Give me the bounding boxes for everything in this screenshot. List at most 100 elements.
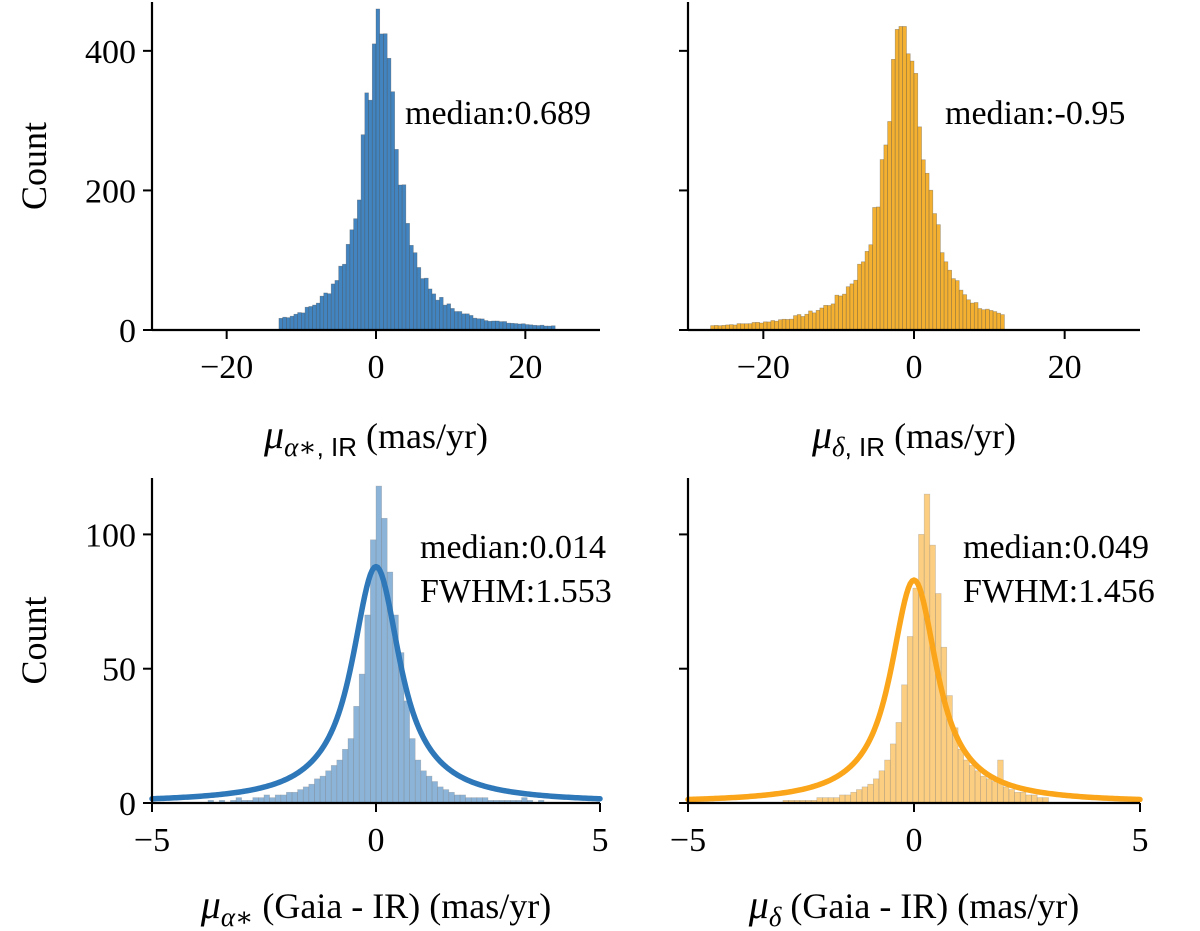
histogram-bar [383, 33, 388, 331]
histogram-bar [895, 722, 902, 804]
histogram-bar [427, 288, 433, 331]
histogram-bar [487, 320, 493, 331]
histogram-bar [850, 791, 857, 804]
histogram-bar [940, 646, 948, 804]
histogram-bar [278, 317, 283, 331]
histogram-bar [872, 207, 877, 331]
y-tick-label: 100 [85, 517, 136, 554]
histogram-bar [302, 786, 310, 804]
histogram-bar [325, 770, 332, 804]
histogram-bar [889, 743, 897, 804]
histogram-bar [461, 313, 466, 331]
histogram-bar [883, 144, 888, 331]
histogram-bar [263, 794, 270, 804]
histogram-bar [856, 789, 863, 804]
kde-curve [685, 577, 1143, 803]
annotation: median:0.689 [405, 95, 591, 132]
y-tick-label: 400 [85, 34, 136, 71]
histogram-bar [1019, 791, 1027, 804]
histogram-bar [781, 318, 787, 331]
x-tick-label: 20 [508, 349, 542, 386]
histogram-bar [319, 775, 326, 804]
histogram-bar [751, 322, 757, 331]
histogram-bar [394, 149, 399, 331]
histogram-bar [842, 293, 847, 331]
histogram-bar [454, 794, 461, 804]
histogram-bar [980, 775, 987, 804]
histogram-bar [955, 280, 960, 331]
histogram-bar [315, 302, 321, 331]
histogram-bar [291, 791, 298, 804]
x-tick-label: 5 [592, 822, 609, 859]
histogram-bar [913, 73, 919, 331]
histogram-bar [286, 791, 293, 804]
histogram-bar [778, 319, 783, 331]
histogram-bar [793, 315, 798, 331]
histogram-bar [293, 313, 298, 331]
annotation: median:0.014 [420, 529, 606, 566]
histogram-bar [839, 794, 846, 804]
histogram-bar [860, 261, 866, 331]
histogram-bar [342, 263, 347, 331]
x-axis-label: μδ (Gaia - IR) (mas/yr) [748, 882, 1080, 931]
histogram-bar [906, 636, 914, 804]
histogram-bar [766, 321, 772, 331]
histogram-bar [785, 319, 790, 331]
histogram-bar [962, 294, 968, 331]
histogram-bar [312, 304, 317, 331]
histogram-bar [338, 265, 343, 331]
annotation: FWHM:1.553 [420, 573, 612, 610]
histogram-bar [935, 593, 942, 804]
panel-bottom-right: −5 0 5 μδ (Gaia - IR) (mas/yr) median:0.049 F… [670, 478, 1155, 931]
histogram-bar [330, 765, 338, 804]
histogram-bar [887, 121, 892, 331]
histogram-bar [891, 59, 896, 331]
histogram-bar [868, 244, 873, 331]
histogram-bar [420, 278, 425, 331]
histogram-bar [928, 189, 934, 331]
x-tick-label: 0 [368, 822, 385, 859]
y-tick-label: 200 [85, 173, 136, 210]
histogram-bar [457, 311, 463, 331]
x-axis-label: μδ, IR (mas/yr) [811, 412, 1016, 462]
histogram-bar [368, 99, 373, 331]
histogram-bar [375, 485, 382, 804]
histogram-bar [491, 320, 496, 331]
x-tick-label: 0 [906, 822, 923, 859]
histogram-bar [884, 759, 891, 804]
histogram-bar [450, 308, 455, 331]
histogram-bar [929, 544, 936, 804]
histogram-bar [834, 294, 839, 331]
histogram-bar [282, 316, 287, 331]
histogram-bar [364, 92, 369, 331]
y-tick-label: 0 [119, 313, 136, 350]
histogram-bar [409, 738, 416, 804]
histogram-bar [353, 706, 360, 804]
histogram-bar [912, 587, 919, 804]
histogram-bar [381, 517, 388, 804]
annotation: median:-0.95 [945, 95, 1125, 132]
histogram-bar [924, 172, 930, 331]
histogram-bar [1000, 314, 1005, 331]
y-axis-label: Count [14, 596, 54, 684]
histogram-bar [789, 318, 794, 331]
histogram-bar [375, 8, 381, 331]
histogram-bar [947, 269, 952, 331]
histogram-bar [996, 312, 1001, 331]
histogram-bar [811, 312, 817, 331]
histogram-bar [879, 159, 885, 331]
y-tick-label: 50 [102, 652, 136, 689]
x-tick-label: −20 [200, 349, 253, 386]
histogram-bar [465, 313, 470, 331]
histogram-bar [401, 184, 407, 331]
histogram-bar [804, 313, 809, 331]
histogram-bar [472, 317, 478, 331]
histogram-bar [319, 295, 325, 331]
histogram-bar [364, 614, 371, 804]
histogram-bar [992, 311, 998, 331]
histogram-bar [974, 770, 981, 804]
histogram-bar [297, 789, 304, 804]
histogram-bar [966, 299, 971, 331]
histogram-bar [442, 789, 450, 804]
